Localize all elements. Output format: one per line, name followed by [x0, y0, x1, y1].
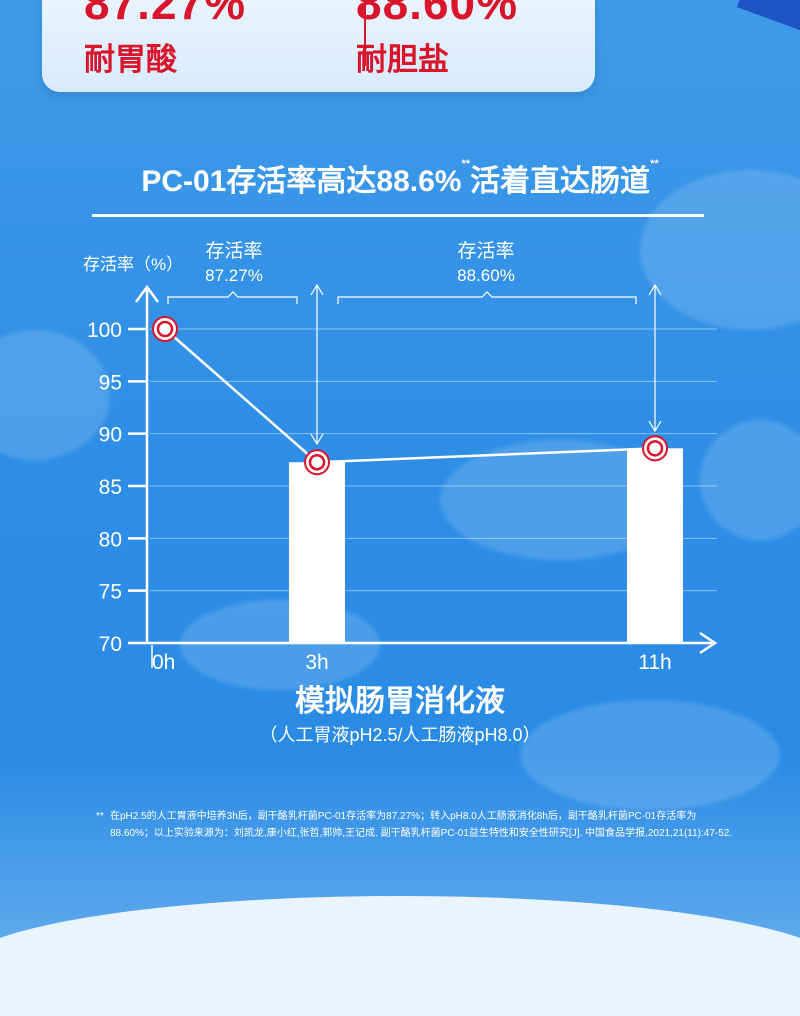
bar [627, 448, 683, 643]
stat-value: 87.27% [84, 0, 247, 29]
background-blob [180, 600, 380, 690]
y-tick-label: 75 [99, 581, 122, 604]
x-axis-title: 模拟肠胃消化液 [295, 685, 505, 718]
x-axis-subtitle: （人工胃液pH2.5/人工肠液pH8.0） [259, 725, 541, 745]
axes [134, 284, 718, 655]
bar [289, 462, 345, 643]
y-tick-label: 70 [99, 633, 122, 656]
survival-chart: 70 75 80 85 90 95 100 0h 3h 11h [87, 283, 718, 674]
x-tick-label: 0h [152, 651, 175, 674]
stat-value: 88.60% [356, 0, 519, 29]
title-prefix: PC-01存活率高达 [141, 165, 377, 198]
arrow-11h-bottom [648, 420, 662, 433]
y-tick-label: 85 [99, 476, 122, 499]
y-tick-label: 80 [99, 528, 122, 551]
annotation-value: 87.27% [205, 266, 263, 285]
y-axis-label: 存活率（%） [83, 255, 184, 274]
stat-label: 耐胃酸 [84, 42, 177, 77]
y-tick-label: 95 [99, 371, 122, 394]
annotation-intestinal: 存活率 88.60% [436, 240, 536, 288]
title-underline [92, 214, 704, 217]
data-points [152, 316, 668, 476]
annotation-gastric: 存活率 87.27% [184, 240, 284, 288]
x-tick-label: 11h [638, 651, 671, 674]
annotation-title: 存活率 [457, 241, 515, 262]
chart-title: PC-01存活率高达88.6%**活着直达肠道** [0, 156, 800, 200]
bars [289, 448, 683, 643]
background-blob [700, 420, 800, 540]
title-suffix: 活着直达肠道 [470, 165, 651, 198]
data-point [304, 449, 330, 476]
stats-card: 87.27% 耐胃酸 88.60% 耐胆盐 [42, 0, 595, 92]
x-axis-arrow [699, 631, 718, 655]
series-line [164, 328, 656, 464]
arrow-11h-top [648, 283, 662, 296]
bottom-wave [0, 896, 800, 1016]
title-highlight: 88.6% [376, 165, 462, 198]
title-footnote-mark: ** [650, 158, 659, 170]
bracket-intestinal [337, 291, 637, 304]
stat-divider [364, 0, 366, 66]
bracket-gastric [167, 291, 298, 304]
y-axis-arrow [134, 284, 160, 303]
arrow-3h-bottom [310, 433, 324, 446]
annotation-value: 88.60% [457, 266, 515, 285]
stat-label: 耐胆盐 [356, 42, 449, 77]
y-tick-label: 100 [87, 319, 122, 342]
annotation-brackets [167, 283, 662, 446]
y-tick-label: 90 [99, 424, 122, 447]
y-ticks: 70 75 80 85 90 95 100 [87, 319, 147, 656]
background-blob [520, 700, 780, 810]
x-tick-label: 3h [305, 651, 328, 674]
data-point [152, 316, 178, 342]
x-ticks: 0h 3h 11h [151, 645, 672, 674]
title-footnote-mark: ** [461, 158, 471, 170]
arrow-3h-top [310, 283, 324, 296]
footnote: ** 在pH2.5的人工胃液中培养3h后，副干酪乳杆菌PC-01存活率为87.2… [96, 808, 736, 842]
footnote-text: 在pH2.5的人工胃液中培养3h后，副干酪乳杆菌PC-01存活率为87.27%；… [110, 811, 733, 839]
grid-lines [150, 328, 717, 592]
series-polyline [164, 328, 656, 464]
data-point [642, 435, 668, 462]
footnote-mark: ** [96, 811, 104, 822]
annotation-title: 存活率 [205, 241, 263, 262]
